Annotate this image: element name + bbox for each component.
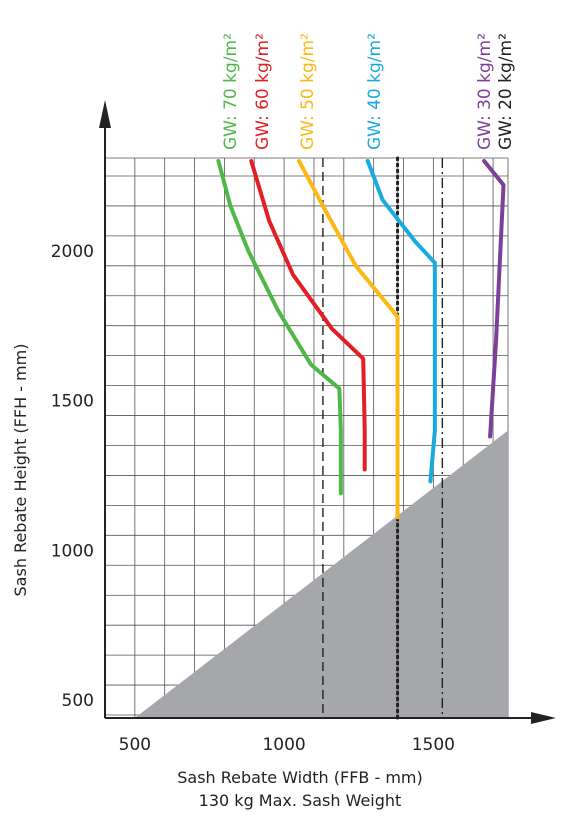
series-line: [249, 158, 367, 472]
y-tick-label: 500: [62, 691, 94, 711]
x-axis-subtitle: 130 kg Max. Sash Weight: [199, 791, 402, 810]
series-label: GW: 60 kg/m²: [253, 33, 273, 150]
excluded-region: [134, 430, 508, 718]
y-axis-arrow: [99, 100, 111, 128]
series-label: GW: 70 kg/m²: [221, 33, 241, 150]
y-axis-title: Sash Rebate Height (FFH - mm): [11, 344, 30, 597]
series-label: GW: 30 kg/m²: [475, 33, 495, 150]
series-line: [297, 158, 400, 520]
x-tick-label: 1000: [262, 735, 305, 755]
series-labels: GW: 70 kg/m² GW: 60 kg/m² GW: 50 kg/m² GW: …: [221, 33, 516, 150]
series-label: GW: 20 kg/m²: [496, 33, 516, 150]
x-tick-label: 500: [119, 735, 151, 755]
series-line: [216, 158, 343, 496]
x-tick-label: 1500: [412, 735, 455, 755]
reference-lines: [322, 156, 444, 720]
y-tick-label: 2000: [51, 242, 94, 262]
series-lines: [216, 158, 506, 520]
series-line: [365, 158, 437, 484]
x-axis-title: Sash Rebate Width (FFB - mm): [177, 768, 422, 787]
series-label: GW: 40 kg/m²: [365, 33, 385, 150]
y-tick-label: 1000: [51, 541, 94, 561]
series-label: GW: 50 kg/m²: [298, 33, 318, 150]
y-tick-label: 1500: [51, 392, 94, 412]
x-axis-arrow: [531, 712, 556, 724]
tick-labels: 500 1000 1500 500 1000 1500 2000: [51, 242, 455, 755]
axes: [99, 100, 556, 724]
series-line: [482, 158, 506, 439]
